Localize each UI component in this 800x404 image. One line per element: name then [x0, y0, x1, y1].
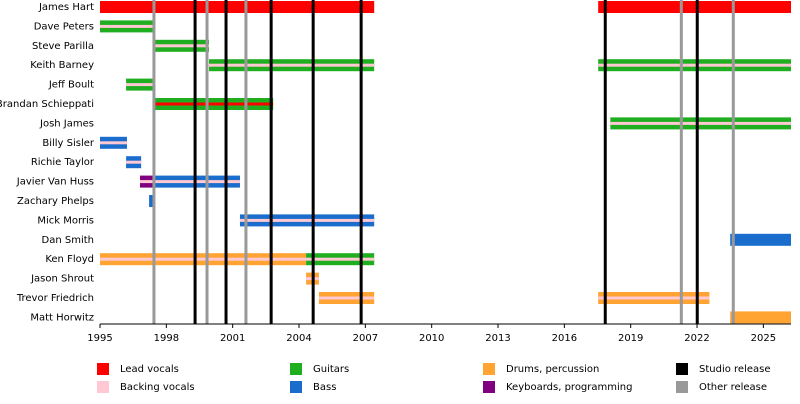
legend-swatch [676, 381, 688, 393]
legend-swatch [290, 363, 302, 375]
member-bar-stripe [126, 160, 142, 164]
member-name: Mick Morris [37, 215, 94, 226]
member-name: Brandan Schieppati [0, 99, 94, 110]
legend-swatch [483, 363, 495, 375]
member-name: Jason Shrout [30, 274, 94, 285]
member-bar [149, 195, 154, 207]
member-bar-stripe [598, 63, 791, 67]
member-name: Javier Van Huss [16, 177, 94, 188]
x-tick-label: 2010 [419, 333, 444, 344]
x-tick-label: 2007 [353, 333, 378, 344]
member-bar-stripe [100, 24, 154, 28]
member-name: James Hart [38, 2, 94, 13]
member-bar-stripe [610, 121, 791, 125]
member-bar-stripe [153, 44, 210, 48]
legend-swatch [676, 363, 688, 375]
member-bar [730, 311, 791, 324]
member-bar-stripe [239, 218, 375, 222]
legend-label: Backing vocals [120, 382, 195, 393]
legend-label: Guitars [313, 364, 349, 375]
legend-label: Keyboards, programming [506, 382, 632, 393]
x-tick-label: 2001 [220, 333, 245, 344]
member-name: Steve Parilla [32, 41, 94, 52]
member-name: Richie Taylor [31, 157, 95, 168]
member-name: Zachary Phelps [17, 196, 94, 207]
member-name: Matt Horwitz [30, 312, 94, 323]
legend-swatch [483, 381, 495, 393]
member-bar-stripe [598, 296, 710, 300]
member-bar-stripe [140, 180, 154, 184]
member-name: Keith Barney [30, 60, 94, 71]
member-bar-stripe [318, 296, 375, 300]
member-bar [100, 1, 375, 13]
x-tick-label: 1995 [87, 333, 112, 344]
x-tick-label: 2016 [552, 333, 577, 344]
member-name: Dan Smith [42, 235, 94, 246]
member-bar [730, 233, 791, 246]
x-tick-label: 2019 [618, 333, 643, 344]
member-bar-stripe [126, 83, 154, 87]
legend-label: Other release [699, 382, 767, 393]
legend-label: Bass [313, 382, 336, 393]
member-bar-stripe [153, 102, 274, 106]
member-bar [598, 1, 791, 13]
legend-swatch [290, 381, 302, 393]
x-tick-label: 2013 [485, 333, 510, 344]
legend-swatch [97, 363, 109, 375]
member-name: Billy Sisler [42, 138, 95, 149]
legend-swatch [97, 381, 109, 393]
legend-label: Drums, percussion [506, 364, 599, 375]
x-tick-label: 2022 [684, 333, 709, 344]
member-bar-stripe [100, 141, 127, 145]
member-bar-stripe [306, 257, 375, 261]
member-bar-stripe [209, 63, 375, 67]
member-name: Josh James [39, 118, 94, 129]
x-tick-label: 2025 [751, 333, 776, 344]
legend-label: Lead vocals [120, 364, 179, 375]
legend-label: Studio release [699, 364, 771, 375]
member-name: Trevor Friedrich [16, 293, 94, 304]
x-tick-label: 2004 [286, 333, 311, 344]
member-name: Ken Floyd [45, 254, 94, 265]
x-tick-label: 1998 [154, 333, 179, 344]
member-name: Dave Peters [34, 21, 94, 32]
member-name: Jeff Boult [48, 80, 94, 91]
member-bar-stripe [100, 257, 307, 261]
